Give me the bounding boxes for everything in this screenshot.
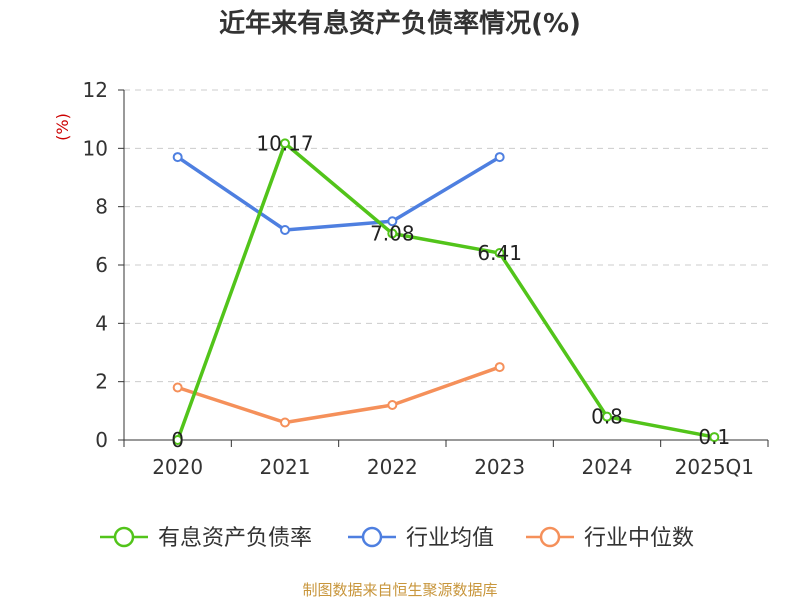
legend-swatch-marker bbox=[361, 526, 383, 548]
x-tick-label: 2025Q1 bbox=[675, 455, 754, 479]
legend-label: 有息资产负债率 bbox=[158, 526, 312, 551]
data-label: 0.8 bbox=[591, 405, 623, 429]
y-tick-label: 4 bbox=[95, 311, 108, 335]
x-tick-label: 2021 bbox=[260, 455, 311, 479]
chart-title: 近年来有息资产负债率情况(%) bbox=[219, 8, 581, 39]
data-label: 6.41 bbox=[477, 241, 522, 265]
legend-item-0[interactable]: 有息资产负债率 bbox=[100, 526, 312, 551]
legend-label: 行业中位数 bbox=[584, 526, 694, 551]
y-tick-label: 2 bbox=[95, 370, 108, 394]
data-point bbox=[172, 382, 183, 393]
legend-item-2[interactable]: 行业中位数 bbox=[526, 526, 694, 551]
data-point bbox=[494, 248, 505, 259]
legend-label: 行业均值 bbox=[406, 526, 494, 551]
data-label: 7.08 bbox=[370, 222, 415, 246]
y-axis-label: (%) bbox=[53, 113, 72, 141]
x-tick-label: 2023 bbox=[474, 455, 525, 479]
data-point bbox=[494, 362, 505, 373]
x-tick-label: 2024 bbox=[582, 455, 633, 479]
data-point bbox=[709, 432, 720, 443]
data-point bbox=[280, 138, 290, 149]
data-label: 0.1 bbox=[698, 425, 730, 449]
y-tick-label: 8 bbox=[95, 195, 108, 219]
data-label: 0 bbox=[171, 428, 184, 452]
data-point bbox=[172, 152, 183, 163]
y-tick-label: 12 bbox=[83, 78, 108, 102]
data-point bbox=[280, 225, 290, 235]
legend-swatch-marker bbox=[113, 526, 135, 548]
x-tick-label: 2022 bbox=[367, 455, 418, 479]
series-lines bbox=[172, 138, 720, 445]
data-point bbox=[494, 152, 505, 163]
data-point bbox=[387, 400, 398, 410]
x-tick-label: 2020 bbox=[152, 455, 203, 479]
data-point bbox=[602, 411, 612, 422]
series-line-1 bbox=[176, 155, 501, 232]
series-line-0 bbox=[176, 141, 715, 441]
data-point bbox=[280, 417, 290, 428]
legend-item-1[interactable]: 行业均值 bbox=[348, 526, 494, 551]
data-label: 10.17 bbox=[256, 131, 313, 155]
y-tick-label: 6 bbox=[95, 253, 108, 277]
legend-swatch-marker bbox=[539, 526, 561, 548]
data-labels: 0 10.17 7.08 6.41 0.8 0.1 bbox=[171, 131, 730, 452]
data-point bbox=[387, 216, 398, 227]
series-line-2 bbox=[177, 365, 501, 425]
y-tick-label: 0 bbox=[95, 428, 108, 452]
source-note: 制图数据来自恒生聚源数据库 bbox=[302, 581, 497, 599]
y-tick-label: 10 bbox=[83, 136, 108, 160]
data-point bbox=[172, 435, 183, 445]
grid-lines bbox=[124, 89, 768, 383]
data-point bbox=[387, 228, 398, 239]
axes: 0 2 4 6 8 10 12 2020 2021 2022 2023 2024 2025Q1 bbox=[83, 78, 769, 479]
legend[interactable]: 有息资产负债率 行业均值 行业中位数 bbox=[100, 526, 694, 551]
